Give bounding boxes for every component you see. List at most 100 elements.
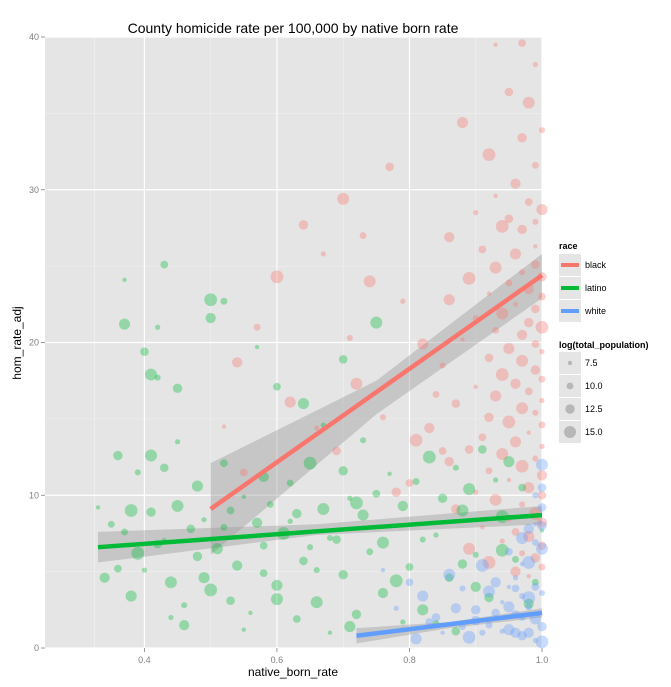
black-point <box>385 162 394 172</box>
size-legend-title: log(total_population) <box>559 340 648 350</box>
black-point <box>486 291 492 296</box>
white-point <box>393 605 399 611</box>
latino-point <box>118 318 131 330</box>
black-point <box>535 320 549 334</box>
black-point <box>493 193 498 199</box>
black-point <box>456 116 469 129</box>
white-point <box>537 503 547 512</box>
white-point <box>500 599 505 605</box>
latino-point <box>472 551 479 558</box>
black-point <box>391 487 401 497</box>
latino-point <box>512 555 519 563</box>
latino-point <box>205 312 216 324</box>
latino-point <box>531 578 539 586</box>
black-point <box>532 409 539 416</box>
black-point <box>480 525 485 530</box>
latino-point <box>338 466 348 476</box>
latino-point <box>470 581 481 593</box>
black-point <box>502 415 516 429</box>
latino-point <box>113 450 123 461</box>
black-point <box>517 133 527 143</box>
black-point <box>524 317 534 328</box>
black-fit-line <box>209 273 544 511</box>
latino-point <box>220 523 228 531</box>
white-point <box>503 601 515 613</box>
gridlines <box>45 36 543 649</box>
black-point <box>496 448 509 460</box>
black-point <box>484 412 494 423</box>
black-point <box>523 530 535 543</box>
size-legend-key-bg <box>559 421 581 443</box>
black-point <box>510 566 521 577</box>
white-point <box>522 556 536 569</box>
black-point <box>510 378 521 389</box>
x-tick-label: 0.8 <box>403 655 416 665</box>
black-point <box>511 528 520 536</box>
white-point <box>533 522 538 527</box>
black-point <box>516 354 529 367</box>
black-point <box>495 220 509 233</box>
white-point <box>440 630 445 635</box>
black-point <box>451 504 461 514</box>
latino-point <box>351 609 362 620</box>
black-point <box>537 490 547 500</box>
black-point <box>284 396 296 408</box>
black-confidence-band <box>210 253 542 555</box>
size-legend-key-bg <box>559 352 581 374</box>
size-legend-symbol <box>565 404 575 414</box>
white-point <box>532 492 539 499</box>
y-tick-label: 40 <box>29 32 39 42</box>
latino-point <box>146 507 156 517</box>
latino-point <box>204 583 218 597</box>
latino-point <box>241 627 246 632</box>
black-point <box>524 198 533 206</box>
x-tick-label: 0.6 <box>271 655 284 665</box>
latino-point <box>172 383 183 394</box>
latino-point <box>303 456 317 470</box>
black-point <box>532 218 539 225</box>
latino-point <box>241 494 246 499</box>
white-point <box>417 590 429 602</box>
black-point <box>221 424 227 429</box>
latino-point <box>327 630 333 635</box>
latino-point <box>198 572 210 584</box>
white-point <box>538 589 546 597</box>
white-point <box>471 605 481 615</box>
latino-point <box>125 590 137 602</box>
latino-point <box>160 260 169 269</box>
black-point <box>451 399 461 408</box>
latino-point <box>131 546 145 560</box>
black-point <box>332 446 341 456</box>
black-point <box>350 377 363 390</box>
latino-point <box>310 596 323 609</box>
black-point <box>533 244 538 249</box>
white-point <box>536 542 548 555</box>
black-point <box>495 368 509 381</box>
black-point <box>409 433 423 447</box>
latino-point <box>226 506 235 515</box>
latino-point <box>181 602 188 609</box>
black-point <box>509 248 522 260</box>
white-point <box>517 631 527 641</box>
latino-point <box>412 478 420 485</box>
white-point <box>380 567 386 573</box>
latino-point <box>297 398 309 410</box>
black-point <box>526 430 531 435</box>
white-point <box>510 627 521 638</box>
latino-point <box>338 569 348 580</box>
black-point <box>504 87 514 97</box>
white-point <box>531 583 540 591</box>
white-point <box>519 593 526 600</box>
black-point <box>482 556 496 569</box>
latino-point <box>145 368 158 381</box>
latino-point <box>326 534 333 542</box>
latino-point <box>251 517 263 528</box>
latino-point <box>114 564 122 573</box>
latino-point <box>377 587 389 599</box>
black-point <box>530 365 541 375</box>
latino-point <box>463 483 476 496</box>
black-point <box>538 127 546 134</box>
black-point <box>538 375 546 383</box>
y-tick-label: 10 <box>29 490 39 500</box>
black-point <box>539 397 545 404</box>
